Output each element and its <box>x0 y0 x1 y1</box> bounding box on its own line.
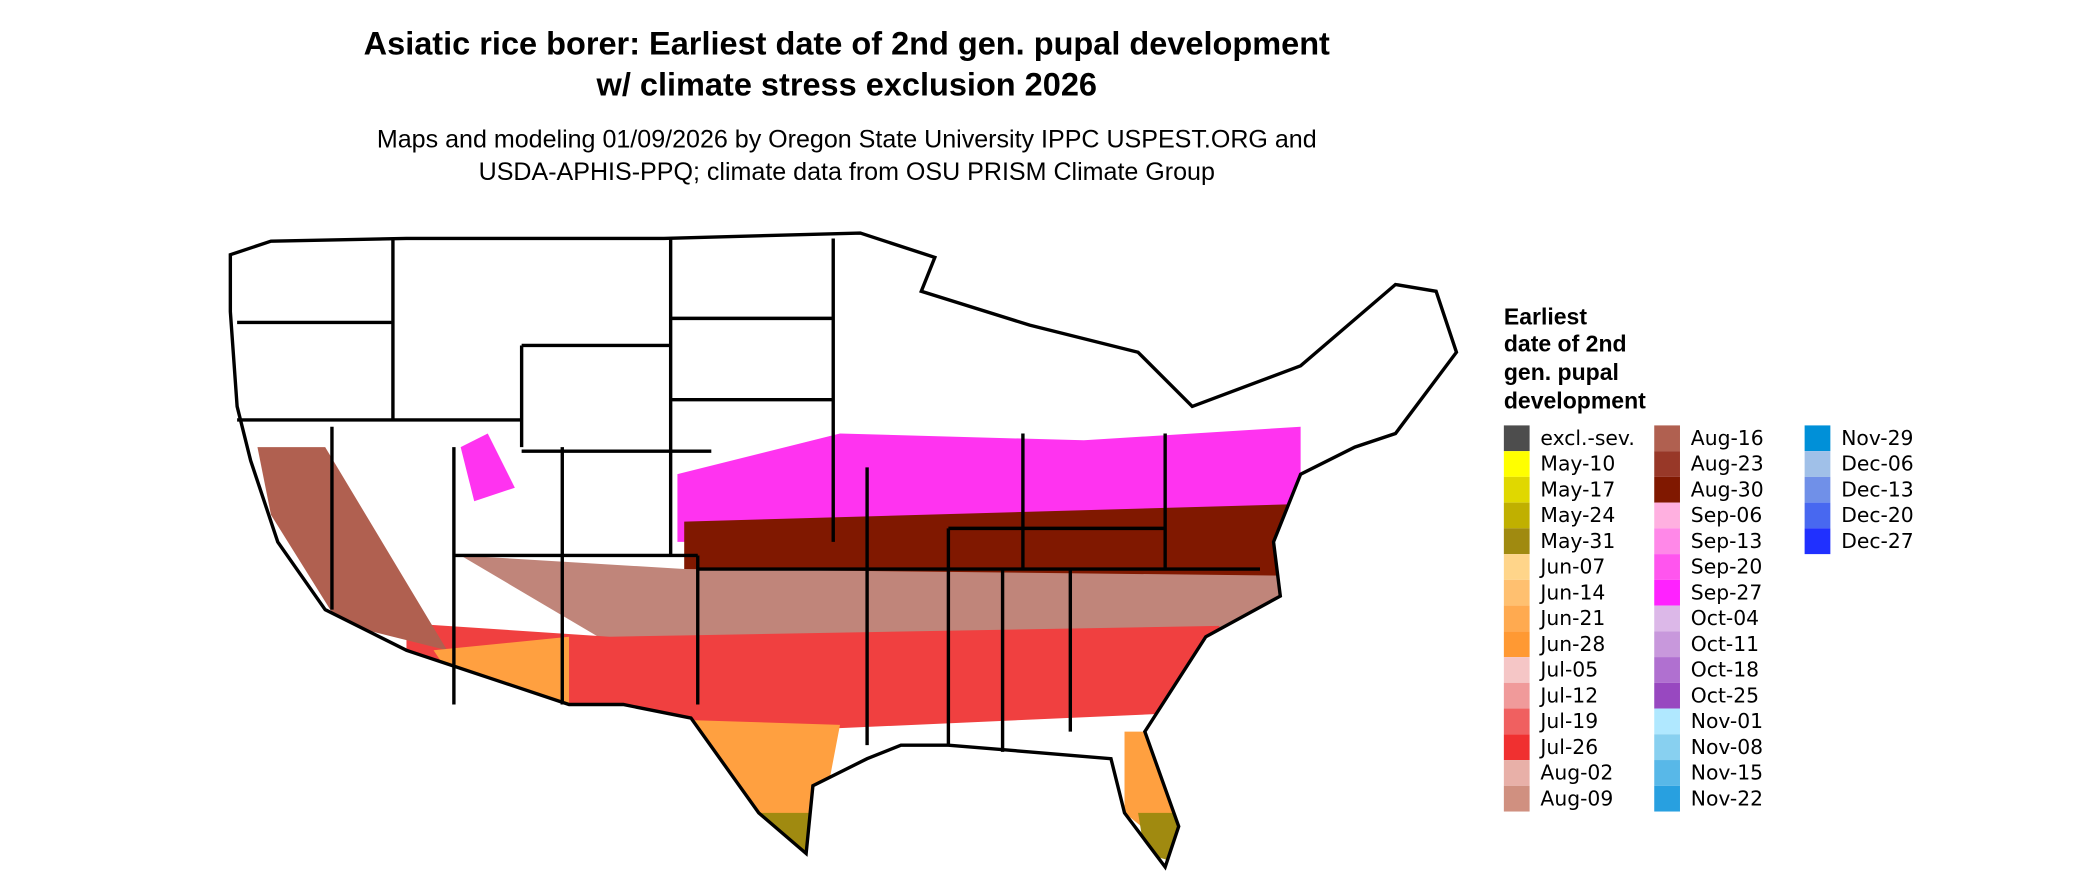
legend-label: Dec-13 <box>1841 477 1913 501</box>
legend-swatch <box>1503 682 1530 709</box>
legend-swatch <box>1503 554 1530 580</box>
legend-swatch <box>1654 657 1680 683</box>
legend-swatch <box>1654 734 1680 761</box>
legend-swatch <box>1503 476 1530 503</box>
legend-label: Aug-09 <box>1540 786 1613 810</box>
legend-label: Oct-25 <box>1691 683 1759 707</box>
legend-swatch <box>1503 502 1530 529</box>
state-lines <box>237 238 1260 752</box>
legend-label: Jul-12 <box>1538 683 1598 707</box>
legend-label: Aug-02 <box>1540 761 1613 785</box>
legend-label: Oct-04 <box>1691 606 1759 630</box>
country-outline <box>228 231 1459 871</box>
legend-swatch <box>1654 502 1680 529</box>
legend-swatch <box>1804 502 1831 529</box>
region <box>684 503 1301 583</box>
legend-label: Jul-05 <box>1538 658 1598 682</box>
legend-swatch <box>1654 708 1680 735</box>
legend-label: Dec-20 <box>1841 503 1913 527</box>
legend-label: May-24 <box>1540 503 1615 527</box>
region <box>257 447 448 651</box>
legend-label: Oct-18 <box>1691 658 1759 682</box>
legend-label: Aug-30 <box>1691 477 1764 501</box>
region <box>460 433 515 502</box>
legend-title: date of 2nd <box>1504 331 1627 357</box>
legend-label: Sep-13 <box>1691 529 1762 553</box>
legend-label: Sep-20 <box>1691 555 1762 579</box>
legend-label: Jun-14 <box>1538 580 1605 604</box>
legend-label: Dec-06 <box>1841 452 1913 476</box>
legend-label: Sep-27 <box>1691 580 1762 604</box>
legend-label: excl.-sev. <box>1540 426 1634 450</box>
legend-label: Dec-27 <box>1841 529 1913 553</box>
legend-label: Aug-16 <box>1691 426 1764 450</box>
legend-label: Aug-23 <box>1691 452 1764 476</box>
legend-swatch <box>1654 554 1680 580</box>
legend-swatch <box>1654 579 1680 606</box>
legend-label: Nov-29 <box>1841 426 1913 450</box>
title: Asiatic rice borer: Earliest date of 2nd… <box>364 26 1330 62</box>
legend-swatch <box>1654 605 1680 632</box>
legend-swatch <box>1503 605 1530 632</box>
legend-swatch <box>1654 476 1680 503</box>
legend-swatch <box>1503 708 1530 735</box>
legend-swatch <box>1503 657 1530 683</box>
legend-label: Jul-26 <box>1538 735 1598 759</box>
title: w/ climate stress exclusion 2026 <box>596 66 1097 102</box>
legend-label: Nov-15 <box>1691 761 1763 785</box>
subtitle: USDA-APHIS-PPQ; climate data from OSU PR… <box>479 158 1215 186</box>
legend-swatch <box>1503 734 1530 761</box>
legend-title: gen. pupal <box>1504 359 1619 385</box>
legend-label: Jun-28 <box>1538 632 1605 656</box>
legend-label: Jun-21 <box>1538 606 1605 630</box>
legend-title: development <box>1504 387 1646 413</box>
legend-swatch <box>1503 425 1530 452</box>
legend-label: May-31 <box>1540 529 1615 553</box>
legend-swatch <box>1654 528 1680 555</box>
legend-swatch <box>1503 760 1530 786</box>
legend-label: May-17 <box>1540 477 1615 501</box>
legend-label: Nov-01 <box>1691 709 1763 733</box>
legend-label: Nov-08 <box>1691 735 1763 759</box>
legend-swatch <box>1654 451 1680 477</box>
region <box>460 555 1301 644</box>
legend-swatch <box>1503 528 1530 555</box>
legend-title: Earliest <box>1504 303 1587 329</box>
legend-swatch <box>1654 760 1680 786</box>
region <box>433 636 570 705</box>
legend-label: Oct-11 <box>1691 632 1759 656</box>
legend-swatch <box>1503 451 1530 477</box>
legend-swatch <box>1804 425 1831 452</box>
legend-swatch <box>1654 785 1680 812</box>
legend-label: Jul-19 <box>1538 709 1598 733</box>
legend-swatch <box>1804 476 1831 503</box>
legend-swatch <box>1503 579 1530 606</box>
legend-swatch <box>1654 682 1680 709</box>
state-borders <box>228 231 1459 871</box>
subtitle: Maps and modeling 01/09/2026 by Oregon S… <box>377 126 1317 154</box>
legend-swatch <box>1503 785 1530 812</box>
legend-swatch <box>1804 451 1831 477</box>
legend-swatch <box>1804 528 1831 555</box>
legend-swatch <box>1654 631 1680 658</box>
legend-label: Sep-06 <box>1691 503 1762 527</box>
legend: excl.-sev.May-10May-17May-24May-31Jun-07… <box>1503 425 1914 812</box>
legend-label: Jun-07 <box>1538 555 1605 579</box>
legend-swatch <box>1503 631 1530 658</box>
legend-label: Nov-22 <box>1691 786 1763 810</box>
legend-swatch <box>1654 425 1680 452</box>
legend-label: May-10 <box>1540 452 1615 476</box>
